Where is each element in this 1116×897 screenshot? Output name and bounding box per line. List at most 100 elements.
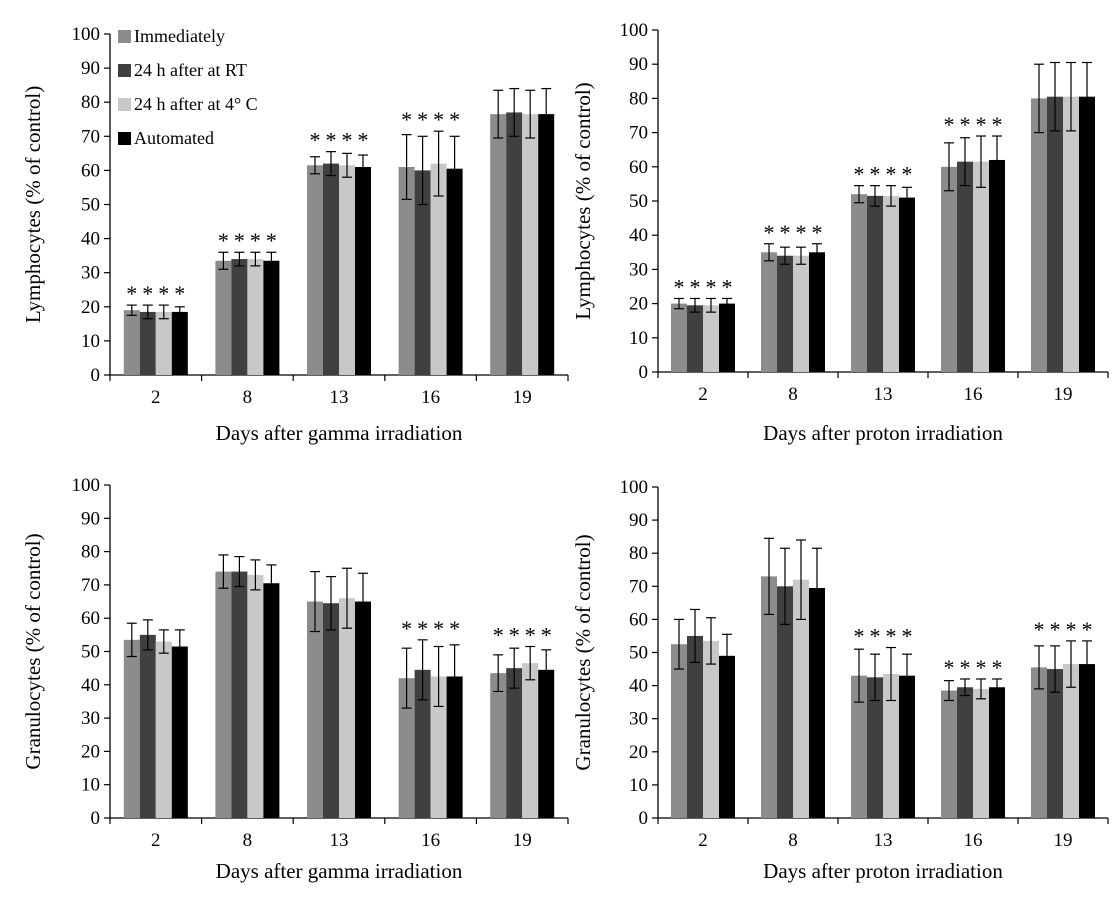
bar-1-1 — [123, 639, 140, 818]
error-bar — [870, 653, 880, 702]
significance-asterisk: * — [960, 655, 971, 680]
significance-asterisk: * — [674, 274, 685, 299]
error-bar — [1034, 63, 1044, 134]
error-bar — [218, 554, 229, 589]
bar-4-2 — [414, 170, 431, 375]
legend-label-3: 24 h after at 4° C — [134, 94, 258, 114]
y-tick-label: 90 — [629, 54, 648, 75]
significance-asterisk: * — [174, 281, 185, 306]
bar-3-4 — [899, 675, 915, 818]
x-tick-label: 2 — [698, 384, 708, 405]
error-bar — [796, 539, 806, 621]
error-bar — [690, 608, 700, 664]
significance-asterisk: * — [433, 107, 444, 132]
y-tick-label: 60 — [629, 157, 648, 178]
error-bar — [854, 185, 864, 204]
error-bar — [126, 304, 137, 316]
significance-asterisk: * — [401, 107, 412, 132]
error-bar — [674, 618, 684, 670]
bar-3-3 — [883, 674, 899, 818]
significance-asterisk: * — [902, 162, 913, 187]
bar-2-3 — [793, 255, 809, 372]
bar-5-4 — [1079, 96, 1095, 372]
y-tick-label: 90 — [81, 58, 100, 79]
bar-5-4 — [1079, 664, 1095, 818]
bar-2-4 — [263, 583, 280, 818]
error-bar — [174, 629, 185, 664]
error-bar — [812, 547, 822, 629]
significance-asterisk: * — [449, 107, 460, 132]
bar-1-2 — [687, 635, 703, 818]
x-tick-label: 16 — [421, 387, 440, 408]
error-bar — [960, 137, 970, 187]
x-tick-label: 2 — [698, 830, 708, 851]
error-bar — [417, 639, 428, 701]
significance-asterisk: * — [126, 281, 137, 306]
error-bar — [218, 251, 229, 270]
error-bar — [902, 653, 912, 698]
bar-1-4 — [719, 303, 735, 372]
error-bar — [1050, 61, 1060, 132]
y-axis-title: Granulocytes (% of control) — [21, 533, 45, 769]
x-axis-title: Days after proton irradiation — [763, 859, 1003, 883]
y-tick-label: 60 — [81, 160, 100, 181]
bar-2-3 — [247, 574, 264, 818]
y-tick-label: 90 — [81, 508, 100, 529]
error-bar — [764, 537, 774, 616]
significance-asterisk: * — [886, 624, 897, 649]
legend-swatch-4 — [118, 132, 131, 145]
bar-4-2 — [957, 161, 973, 372]
y-tick-label: 0 — [639, 808, 649, 829]
error-bar — [1082, 640, 1092, 688]
bar-5-1 — [1031, 667, 1047, 818]
y-axis-title: Lymphocytes (% of control) — [571, 82, 595, 319]
x-tick-label: 2 — [151, 830, 161, 851]
legend-label-2: 24 h after at RT — [134, 60, 247, 80]
y-tick-label: 50 — [629, 191, 648, 212]
error-bar — [310, 156, 320, 175]
significance-asterisk: * — [417, 107, 428, 132]
error-bar — [780, 246, 790, 265]
bar-5-3 — [522, 114, 539, 375]
significance-asterisk: * — [525, 623, 536, 648]
error-bar — [142, 304, 153, 320]
significance-asterisk: * — [493, 623, 504, 648]
error-bar — [870, 185, 880, 207]
bar-4-3 — [430, 676, 447, 818]
significance-asterisk: * — [796, 220, 807, 245]
bar-3-2 — [323, 163, 339, 375]
y-tick-label: 100 — [72, 475, 101, 496]
y-tick-label: 40 — [81, 229, 100, 250]
error-bar — [449, 644, 460, 709]
bar-5-3 — [1063, 664, 1079, 818]
error-bar — [358, 154, 368, 180]
significance-asterisk: * — [326, 128, 337, 153]
significance-asterisk: * — [342, 128, 353, 153]
significance-asterisk: * — [158, 281, 169, 306]
bar-3-4 — [355, 601, 371, 818]
y-tick-label: 70 — [629, 123, 648, 144]
x-axis-title: Days after gamma irradiation — [216, 421, 463, 445]
error-bar — [812, 243, 822, 262]
error-bar — [174, 306, 185, 318]
bar-5-4 — [538, 669, 555, 818]
error-bar — [449, 135, 460, 202]
y-tick-label: 50 — [81, 195, 100, 216]
y-tick-label: 100 — [72, 24, 101, 45]
legend-swatch-3 — [118, 98, 131, 111]
y-tick-label: 20 — [81, 297, 100, 318]
error-bar — [674, 297, 684, 310]
error-bar — [250, 559, 261, 591]
x-tick-label: 8 — [243, 830, 253, 851]
y-tick-label: 30 — [81, 263, 100, 284]
error-bar — [158, 629, 169, 654]
error-bar — [976, 678, 986, 700]
error-bar — [944, 142, 954, 192]
significance-asterisk: * — [944, 112, 955, 137]
error-bar — [266, 251, 277, 270]
significance-asterisk: * — [886, 162, 897, 187]
bar-2-1 — [215, 260, 232, 375]
significance-asterisk: * — [764, 220, 775, 245]
error-bar — [780, 547, 790, 625]
